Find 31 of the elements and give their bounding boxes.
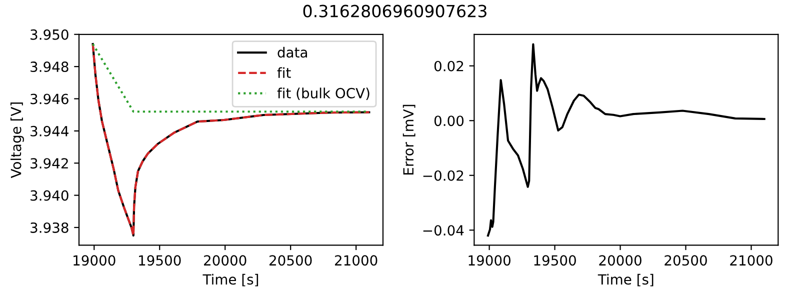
y-tick-label: 3.938 [30, 222, 68, 233]
y-tick-label: 0.02 [434, 60, 464, 72]
legend-label: fit (bulk OCV) [277, 88, 370, 100]
y-tick-label: 3.946 [30, 94, 68, 104]
x-tick-label: 20000 [599, 255, 642, 266]
x-tick-label: 21000 [730, 255, 772, 266]
chart-title: 0.3162806960907623 [303, 4, 486, 18]
x-tick-label: 20500 [270, 255, 312, 266]
line-series [92, 42, 370, 237]
legend-label: data [278, 46, 307, 58]
x-tick-label: 19500 [139, 255, 181, 266]
x-tick-label: 20500 [664, 255, 707, 266]
x-tick-label: 19000 [468, 255, 510, 266]
y-axis-title: Error [mV] [402, 104, 416, 174]
y-tick-label: 0.00 [434, 116, 464, 126]
x-tick-label: 19500 [534, 255, 576, 266]
legend-label: fit [277, 67, 291, 78]
y-axis-title: Voltage [V] [10, 102, 24, 178]
y-tick-label: −0.02 [423, 170, 464, 181]
x-axis-title: Time [s] [598, 274, 654, 286]
x-tick-label: 19000 [74, 255, 116, 266]
x-tick-label: 20000 [204, 255, 246, 266]
x-tick-label: 21000 [334, 255, 378, 266]
y-tick-label: 3.942 [30, 158, 68, 169]
x-axis-title: Time [s] [202, 274, 258, 286]
y-tick-label: −0.04 [423, 225, 464, 236]
y-tick-label: 3.950 [30, 29, 68, 40]
line-series [486, 43, 766, 237]
y-tick-label: 3.940 [30, 190, 68, 201]
y-tick-label: 3.944 [30, 126, 68, 136]
y-tick-label: 3.948 [30, 62, 68, 72]
